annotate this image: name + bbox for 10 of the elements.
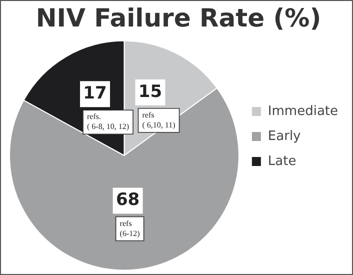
- legend-label: Early: [268, 128, 302, 144]
- text: refs ( 6,10, 11): [142, 110, 176, 130]
- data-label: 68: [116, 190, 140, 210]
- legend-label: Immediate: [268, 104, 338, 119]
- data-label: 17: [83, 84, 107, 104]
- legend-label: Late: [268, 154, 296, 169]
- text: refs (6-12): [120, 218, 140, 238]
- data-label: 15: [138, 82, 162, 102]
- text: refs. ( 6-8, 10, 12): [87, 112, 130, 132]
- chart-title: NIV Failure Rate (%): [36, 4, 322, 32]
